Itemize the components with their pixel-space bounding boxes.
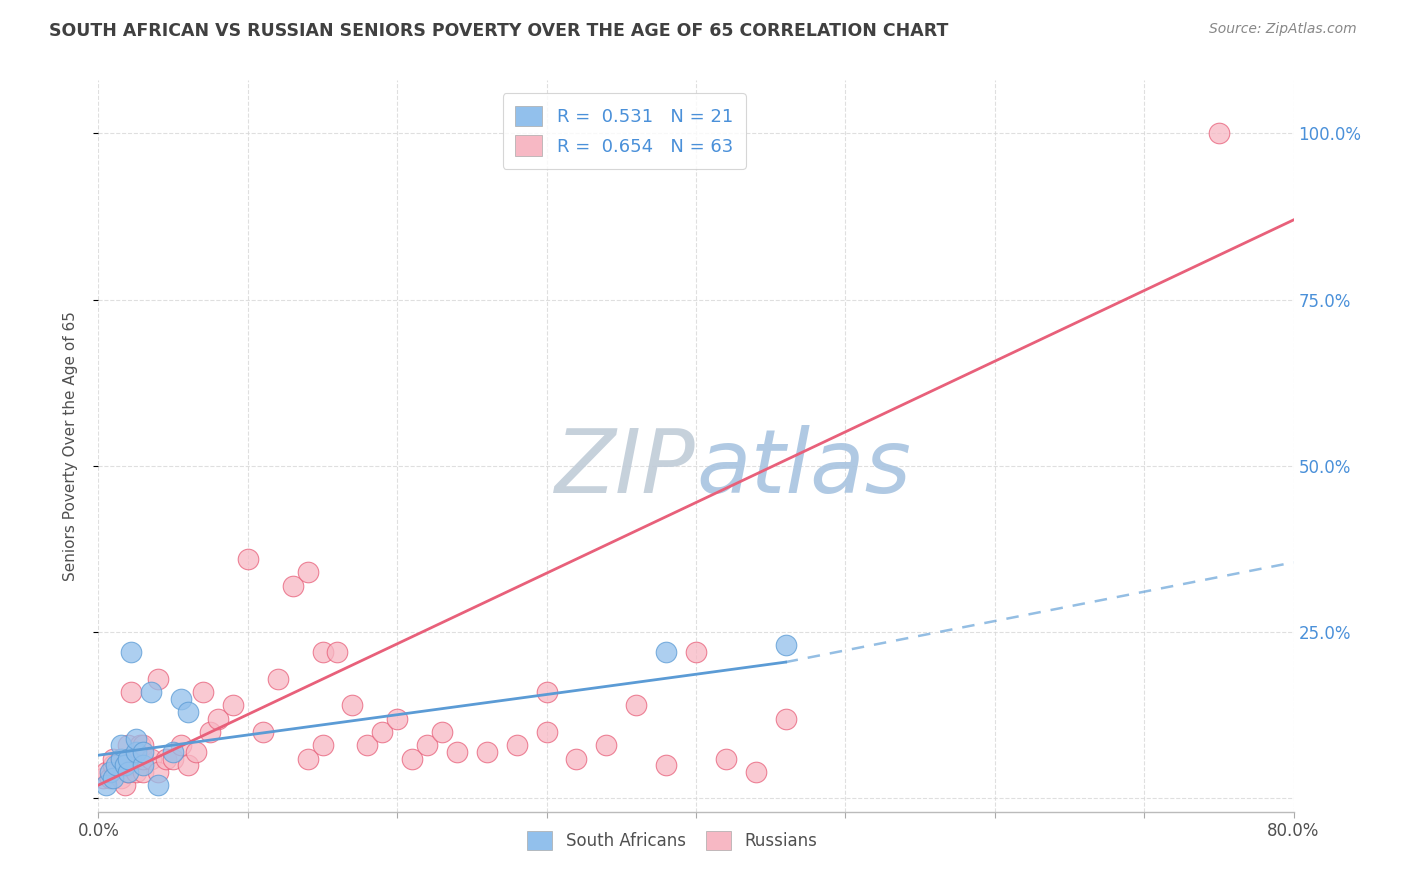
Point — [117, 758, 139, 772]
Point — [775, 639, 797, 653]
Point — [626, 698, 648, 713]
Point — [120, 645, 142, 659]
Point — [297, 751, 319, 765]
Point — [117, 751, 139, 765]
Point — [267, 672, 290, 686]
Point — [311, 738, 333, 752]
Point — [565, 751, 588, 765]
Point — [114, 758, 136, 772]
Point — [401, 751, 423, 765]
Point — [177, 758, 200, 772]
Point — [91, 772, 114, 786]
Point — [94, 778, 117, 792]
Point — [103, 772, 125, 786]
Point — [252, 725, 274, 739]
Point — [105, 758, 128, 772]
Point — [139, 751, 162, 765]
Text: SOUTH AFRICAN VS RUSSIAN SENIORS POVERTY OVER THE AGE OF 65 CORRELATION CHART: SOUTH AFRICAN VS RUSSIAN SENIORS POVERTY… — [49, 22, 949, 40]
Point — [536, 725, 558, 739]
Point — [430, 725, 453, 739]
Point — [132, 764, 155, 779]
Y-axis label: Seniors Poverty Over the Age of 65: Seniors Poverty Over the Age of 65 — [63, 311, 77, 581]
Point — [132, 758, 155, 772]
Point — [1208, 127, 1230, 141]
Point — [94, 764, 117, 779]
Point — [103, 758, 125, 772]
Point — [117, 751, 139, 765]
Point — [475, 745, 498, 759]
Text: ZIP: ZIP — [555, 425, 696, 511]
Point — [132, 745, 155, 759]
Point — [169, 691, 191, 706]
Point — [98, 764, 122, 779]
Point — [169, 738, 191, 752]
Point — [117, 764, 139, 779]
Point — [177, 705, 200, 719]
Point — [236, 552, 259, 566]
Point — [506, 738, 529, 752]
Point — [655, 758, 678, 772]
Point — [326, 645, 349, 659]
Point — [125, 764, 148, 779]
Point — [139, 685, 162, 699]
Point — [536, 685, 558, 699]
Point — [371, 725, 394, 739]
Text: atlas: atlas — [696, 425, 911, 511]
Point — [162, 751, 184, 765]
Point — [342, 698, 364, 713]
Legend: South Africans, Russians: South Africans, Russians — [519, 822, 825, 858]
Point — [655, 645, 678, 659]
Point — [148, 672, 170, 686]
Point — [117, 764, 139, 779]
Point — [297, 566, 319, 580]
Point — [222, 698, 245, 713]
Point — [114, 758, 136, 772]
Point — [281, 579, 304, 593]
Point — [446, 745, 468, 759]
Point — [125, 745, 148, 759]
Point — [120, 685, 142, 699]
Point — [103, 751, 125, 765]
Text: Source: ZipAtlas.com: Source: ZipAtlas.com — [1209, 22, 1357, 37]
Point — [110, 751, 132, 765]
Point — [416, 738, 439, 752]
Point — [200, 725, 222, 739]
Point — [162, 745, 184, 759]
Point — [207, 712, 229, 726]
Point — [385, 712, 409, 726]
Point — [356, 738, 378, 752]
Point — [184, 745, 207, 759]
Point — [129, 738, 152, 752]
Point — [110, 751, 132, 765]
Point — [117, 738, 139, 752]
Point — [110, 772, 132, 786]
Point — [125, 731, 148, 746]
Point — [775, 712, 797, 726]
Point — [110, 738, 132, 752]
Point — [114, 778, 136, 792]
Point — [105, 764, 128, 779]
Point — [745, 764, 768, 779]
Point — [125, 751, 148, 765]
Point — [132, 751, 155, 765]
Point — [98, 772, 122, 786]
Point — [685, 645, 707, 659]
Point — [191, 685, 214, 699]
Point — [311, 645, 333, 659]
Point — [155, 751, 177, 765]
Point — [132, 738, 155, 752]
Point — [148, 764, 170, 779]
Point — [148, 778, 170, 792]
Point — [714, 751, 737, 765]
Point — [595, 738, 617, 752]
